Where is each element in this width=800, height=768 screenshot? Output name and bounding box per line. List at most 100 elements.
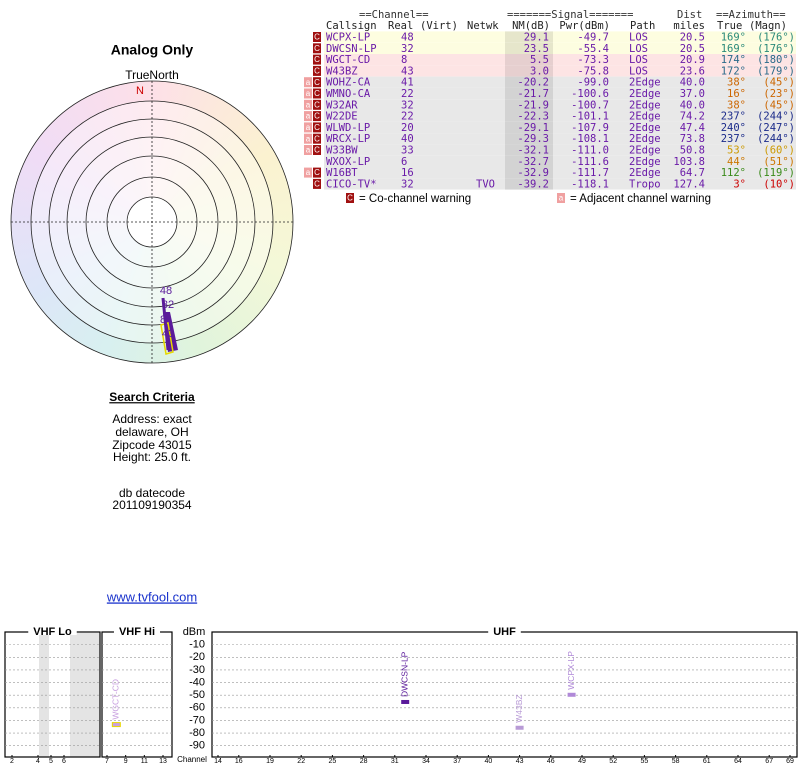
cell: W43BZ [326, 65, 358, 77]
cell: 20.5 [680, 43, 705, 55]
cell: 240° [721, 122, 746, 134]
row-background [324, 99, 796, 111]
x-tick-label: 16 [235, 758, 243, 765]
section-title: UHF [493, 626, 516, 638]
cell: 32 [401, 99, 414, 111]
warning-icon [304, 77, 312, 88]
cell: 37.0 [680, 88, 705, 100]
warning-icon-text: a [306, 89, 311, 98]
row-background [324, 76, 796, 88]
row-background [324, 167, 796, 179]
warning-icon-text: C [314, 180, 320, 189]
radar [10, 80, 294, 364]
x-tick-label: 28 [360, 758, 368, 765]
cell: 22 [401, 111, 414, 123]
cell: 112° [721, 167, 746, 179]
row-background [324, 133, 796, 145]
column-header: Pwr(dBm) [559, 20, 610, 32]
warning-icon [313, 99, 321, 110]
x-tick-label: 11 [141, 758, 148, 765]
cell: -99.0 [577, 77, 609, 89]
row-background [324, 87, 796, 100]
x-tick-label: 37 [453, 758, 461, 765]
station-bar [111, 722, 121, 728]
warning-icon-text: C [314, 134, 320, 143]
cell: (60°) [763, 145, 795, 157]
x-axis-label: Channel [177, 755, 207, 764]
cell: -73.3 [577, 54, 609, 66]
cell: 172° [721, 65, 746, 77]
y-tick-label: -40 [189, 676, 205, 688]
nm-cell [505, 87, 553, 100]
cell: 20.5 [680, 32, 705, 44]
group-header: Dist [677, 9, 702, 21]
warning-icon [304, 99, 312, 110]
search-line: delaware, OH [115, 425, 188, 439]
cell: 50.8 [680, 145, 705, 157]
warning-icon [313, 111, 321, 122]
cell: WGCT-CD [326, 54, 370, 66]
cell: 2Edge [629, 88, 661, 100]
cell: 64.7 [680, 167, 705, 179]
cell: 44° [727, 156, 746, 168]
group-header: =======Signal======= [507, 9, 633, 21]
cell: (244°) [757, 133, 795, 145]
x-tick-label: 4 [36, 758, 40, 765]
warning-icon [304, 111, 312, 122]
group-header: ==Channel== [359, 9, 429, 21]
cell: -75.8 [577, 65, 609, 77]
warning-icon-text: a [306, 168, 311, 177]
north-box [134, 84, 147, 97]
cell: -32.7 [517, 156, 549, 168]
cell: 127.4 [673, 178, 705, 190]
section-title-bg [488, 629, 521, 635]
x-tick-label: 61 [703, 758, 711, 765]
warning-icon-text: C [314, 78, 320, 87]
warning-icon [313, 65, 321, 76]
x-tick-label: 14 [214, 758, 222, 765]
warning-icon-text: C [314, 100, 320, 109]
north-label: TrueNorth [125, 68, 179, 82]
cell: 237° [721, 133, 746, 145]
cell: 40.0 [680, 77, 705, 89]
row-background [324, 65, 796, 77]
cell: WRCX-LP [326, 133, 370, 145]
radar-marker-label: 43 [162, 328, 174, 340]
x-tick-label: 2 [10, 758, 14, 765]
cell: 38° [727, 99, 746, 111]
column-header: True [717, 20, 742, 32]
cell: 169° [721, 32, 746, 44]
nm-cell [505, 76, 553, 88]
cell: (180°) [757, 54, 795, 66]
cell: -107.9 [571, 122, 609, 134]
cell: WOHZ-CA [326, 77, 371, 89]
radar-marker-label: 48 [160, 285, 172, 297]
cell: WXOX-LP [326, 156, 370, 168]
cell: 6 [401, 156, 407, 168]
cell: 2Edge [629, 156, 661, 168]
y-tick-label: -60 [189, 702, 205, 714]
station-bar [401, 699, 410, 704]
warning-icon [313, 133, 321, 144]
cell: 2Edge [629, 167, 661, 179]
cell: 74.2 [680, 111, 705, 123]
cell: WLWD-LP [326, 122, 370, 134]
column-header: (Virt) [420, 20, 458, 32]
warning-icon-text: a [306, 112, 311, 121]
column-header: Path [630, 20, 655, 32]
nm-cell [505, 31, 553, 43]
cell: -20.2 [517, 77, 549, 89]
cell: CICO-TV* [326, 178, 377, 190]
warning-icon [313, 122, 321, 133]
cell: -101.1 [571, 111, 609, 123]
cell: 103.8 [673, 156, 705, 168]
warning-icon [304, 167, 312, 178]
nm-cell [505, 167, 553, 179]
cell: LOS [629, 43, 648, 55]
cell: 20.9 [680, 54, 705, 66]
nm-cell [505, 121, 553, 134]
legend-icon-text: a [559, 194, 564, 203]
site-link[interactable]: www.tvfool.com [106, 589, 197, 604]
cell: 3.0 [530, 65, 549, 77]
x-tick-label: 46 [547, 758, 555, 765]
